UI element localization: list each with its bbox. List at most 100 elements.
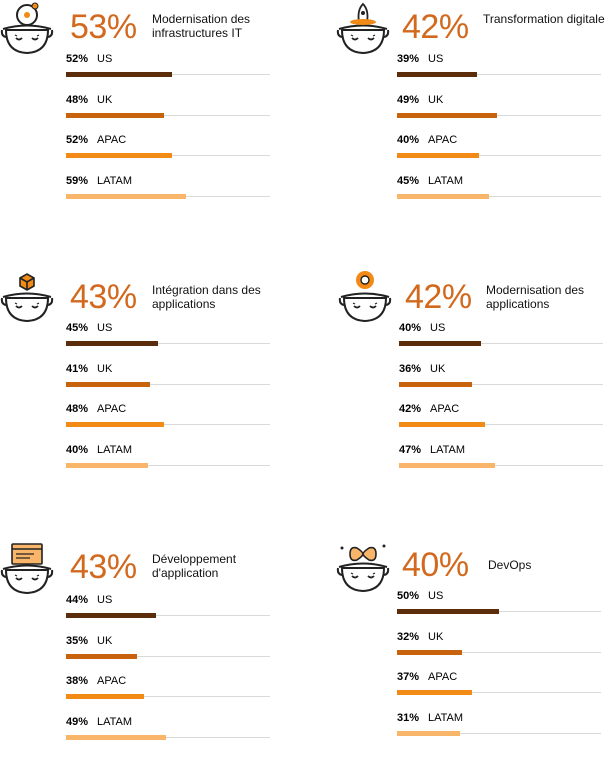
cube-head-icon [0,268,54,324]
bar-label: 45% LATAM [397,175,463,188]
bar [397,731,461,737]
bar-track [399,464,603,466]
data-label: 49% [66,715,89,728]
data-label: 41% [66,362,89,375]
bar-label: 39% US [397,53,443,66]
panel-title: Modernisation des infrastructures IT [152,12,251,40]
bar-label: 48% APAC [66,403,126,416]
bar [66,153,173,159]
panel-app-integration: 43% Intégration dans des applications 45% U… [0,268,300,498]
bar-row-apac: 38% APAC [66,675,272,715]
category-label: LATAM [428,175,464,188]
infinity-head-icon [336,538,390,594]
category-label: LATAM [97,175,133,188]
data-label: 52% [66,53,89,65]
bar-label: 59% LATAM [66,175,132,188]
bar-row-uk: 41% UK [66,363,272,403]
data-label: 50% [397,590,420,602]
bar-row-apac: 52% APAC [66,134,272,174]
data-label: 32% [397,630,420,643]
headline-percentage: 43% [70,548,137,586]
category-label: UK [97,634,113,647]
bar-track [397,692,601,694]
bar-label: 52% APAC [66,134,126,147]
bar [66,422,164,427]
bar [399,341,481,346]
browser-window-head-icon [0,540,54,596]
data-label: 40% [397,134,420,147]
panel-digital-transformation: 42% Transformation digitale 39% US 49% UK 40% A… [336,0,606,230]
bar-track [66,114,270,116]
bar-row-uk: 36% UK [399,363,605,403]
rocket-head-icon [336,0,390,56]
category-label: APAC [97,134,127,147]
bar-row-latam: 45% LATAM [397,175,603,215]
panel-infra-modernisation: 53% Modernisation des infrastructures IT 5… [0,0,300,230]
bar-track [66,736,270,738]
bar-label: 44% US [66,594,112,607]
bar-label: 47% LATAM [399,444,465,457]
bar-track [397,611,601,612]
bar-track [399,343,603,344]
category-label: APAC [428,134,458,147]
bar-track [399,383,603,385]
bar [399,422,485,427]
bar-row-uk: 49% UK [397,94,603,134]
bar [397,72,477,77]
bar-label: 41% UK [66,363,112,376]
category-label: US [97,53,113,65]
bar-label: 48% UK [66,94,112,107]
data-label: 40% [66,443,89,456]
panel-devops: 40% DevOps 50% US 32% UK 37% APAC 31% LATAM [336,538,606,768]
category-label: UK [430,362,446,375]
category-label: UK [428,93,444,106]
bar-row-us: 50% US [397,590,603,630]
bar [399,462,495,468]
bar-label: 50% US [397,590,443,603]
bar-row-latam: 47% LATAM [399,444,605,484]
bar-label: 42% APAC [399,403,459,416]
bar-row-us: 40% US [399,322,605,362]
bar-label: 35% UK [66,635,112,648]
data-label: 35% [66,634,89,647]
panel-app-development: 43% Développement d'application 44% US 35% UK… [0,540,300,770]
bar-label: 36% UK [399,363,445,376]
bar-row-us: 52% US [66,53,272,93]
bar-row-us: 39% US [397,53,603,93]
category-label: LATAM [97,715,133,728]
data-label: 59% [66,175,89,188]
data-label: 44% [66,594,89,606]
bar-track [397,733,601,735]
data-label: 47% [399,443,422,456]
bar [399,381,473,387]
panel-title: DevOps [488,558,532,572]
headline-percentage: 43% [70,278,137,316]
bar-track [397,651,601,653]
data-label: 48% [66,403,89,415]
bar [66,653,138,659]
data-label: 38% [66,675,89,687]
bar-label: 37% APAC [397,671,457,684]
bar-row-uk: 32% UK [397,631,603,671]
category-label: US [97,322,113,334]
bar-row-latam: 31% LATAM [397,712,603,752]
bar-track [66,383,270,385]
gear-head-icon [338,268,392,324]
bar-row-latam: 49% LATAM [66,716,272,756]
bar-row-latam: 40% LATAM [66,444,272,484]
bar-label: 38% APAC [66,675,126,688]
bar-track [397,196,601,198]
panel-title: Transformation digitale [483,12,605,26]
data-label: 49% [397,93,420,106]
bar-row-apac: 48% APAC [66,403,272,443]
headline-percentage: 42% [402,8,469,46]
bar-row-apac: 42% APAC [399,403,605,443]
category-label: APAC [97,403,127,415]
category-label: LATAM [430,443,466,456]
bar-row-uk: 35% UK [66,635,272,675]
bar [397,153,479,159]
data-label: 31% [397,712,420,725]
headline-percentage: 53% [70,8,137,46]
bar-row-uk: 48% UK [66,94,272,134]
bar [66,613,156,618]
